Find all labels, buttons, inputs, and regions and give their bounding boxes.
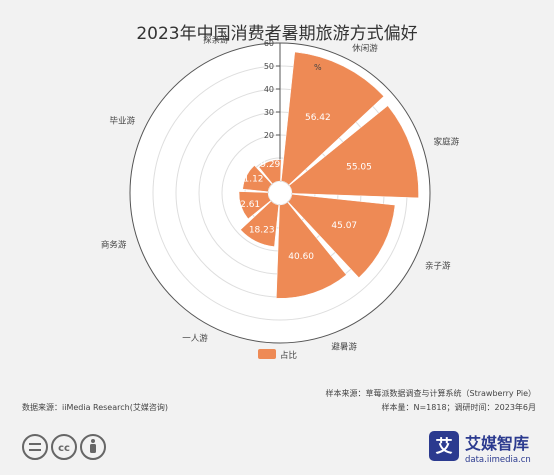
bar: [242, 165, 273, 193]
value-labels: 56.42 55.05 45.07 40.60 18.23 12.61 11.12 9.29: [234, 113, 371, 262]
tick-label: 60: [264, 39, 274, 48]
person-icon: [80, 434, 106, 460]
bar: [240, 200, 280, 247]
value-label: 56.42: [305, 113, 331, 123]
bar: [276, 201, 347, 299]
value-label: 55.05: [346, 163, 372, 173]
brand-name: 艾媒智库: [465, 434, 529, 453]
brand-logo-char: 艾: [436, 436, 453, 457]
sample-source: 样本来源：草莓派数据调查与计算系统（Strawberry Pie）: [326, 388, 536, 398]
license-icons: cc: [22, 434, 106, 460]
category-label: 休闲游: [352, 43, 378, 54]
category-label: 避暑游: [331, 342, 357, 353]
tick-label: 50: [264, 62, 274, 71]
bar: [280, 51, 385, 186]
category-label: 探亲游: [203, 34, 229, 45]
value-label: 11.12: [238, 174, 264, 184]
category-label: 家庭游: [434, 137, 460, 148]
value-label: 45.07: [331, 221, 357, 231]
value-label: 18.23: [249, 226, 275, 236]
value-label: 40.60: [288, 252, 314, 262]
value-label: 12.61: [234, 200, 260, 210]
chart-title: 2023年中国消费者暑期旅游方式偏好: [136, 24, 417, 44]
legend-label: 占比: [280, 350, 297, 361]
tick-label: 20: [264, 131, 274, 140]
legend-swatch: [258, 349, 276, 359]
tick-label: 40: [264, 85, 274, 94]
category-label: 毕业游: [110, 116, 136, 127]
category-label: 亲子游: [425, 260, 451, 271]
bar: [238, 191, 272, 220]
bars: [238, 51, 419, 299]
bar: [258, 159, 282, 185]
brand-logo-icon: [429, 431, 459, 461]
radial-axis: 20 30 40 50 60: [264, 39, 281, 181]
brand-url: data.iimedia.cn: [465, 455, 531, 465]
bar: [287, 193, 396, 278]
data-source: 数据来源：iiMedia Research(艾媒咨询): [22, 402, 168, 412]
brand-logo: 艾 艾媒智库 data.iimedia.cn: [429, 431, 531, 465]
legend: 占比: [258, 349, 297, 361]
value-label: 9.29: [260, 160, 280, 170]
bar: [288, 105, 419, 199]
category-label: 一人游: [182, 333, 208, 344]
cc-icon: cc: [51, 434, 77, 460]
svg-text:cc: cc: [58, 443, 70, 454]
equals-icon: [22, 434, 48, 460]
tick-label: 30: [264, 108, 274, 117]
sample-info: 样本量：N=1818；调研时间：2023年6月: [382, 402, 537, 412]
unit-label: %: [314, 63, 322, 72]
category-label: 商务游: [101, 239, 127, 250]
